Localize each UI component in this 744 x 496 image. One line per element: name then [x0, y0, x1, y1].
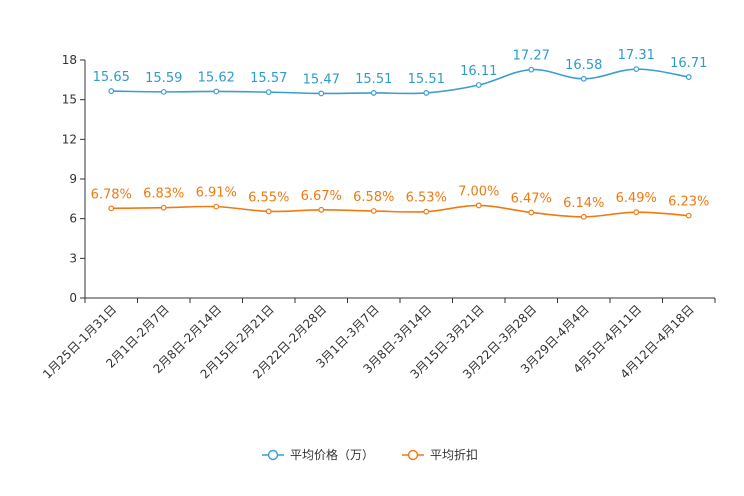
data-label: 6.14%: [563, 196, 604, 211]
data-point: [633, 209, 640, 216]
data-point: [475, 202, 482, 209]
y-tick-label: 12: [62, 132, 77, 146]
data-point: [370, 90, 377, 96]
data-point: [475, 82, 482, 88]
series-layer: 15.65 15.59 15.62 15.57 15.47 15.51 15.51 16.11…: [91, 48, 709, 220]
data-point: [528, 209, 535, 216]
data-label: 6.78%: [91, 187, 132, 202]
legend-label: 平均价格（万）: [290, 447, 374, 462]
data-label: 6.91%: [196, 186, 237, 201]
data-point: [685, 212, 692, 219]
y-tick-label: 18: [62, 53, 77, 67]
legend[interactable]: 平均价格（万） 平均折扣: [262, 447, 478, 462]
data-label: 15.57: [250, 71, 287, 86]
data-point: [213, 88, 220, 95]
data-point: [685, 74, 692, 80]
data-label: 6.53%: [406, 191, 447, 206]
data-point: [423, 208, 430, 215]
data-point: [580, 75, 587, 82]
data-point: [160, 204, 167, 211]
data-label: 6.67%: [301, 189, 342, 204]
data-point: [213, 203, 220, 210]
data-point: [160, 88, 167, 95]
legend-item-avg-price[interactable]: 平均价格（万）: [262, 447, 374, 462]
data-label: 16.71: [670, 56, 707, 71]
data-label: 7.00%: [458, 184, 499, 199]
series-avg-price: 15.65 15.59 15.62 15.57 15.47 15.51 15.51 16.11…: [93, 48, 707, 97]
data-point: [318, 206, 325, 213]
data-point: [633, 66, 640, 73]
data-label: 15.47: [303, 72, 340, 87]
data-label: 17.31: [618, 48, 655, 63]
data-label: 6.83%: [143, 187, 184, 202]
data-label: 6.47%: [511, 191, 552, 206]
data-point: [370, 208, 377, 214]
data-point: [318, 90, 325, 97]
data-label: 15.51: [408, 72, 445, 87]
data-label: 15.65: [93, 70, 130, 85]
y-tick-label: 15: [62, 93, 77, 107]
data-label: 6.58%: [353, 190, 394, 205]
data-point: [108, 205, 115, 212]
data-label: 6.55%: [248, 190, 289, 205]
y-tick-label: 9: [69, 172, 77, 186]
data-label: 6.23%: [668, 195, 709, 210]
series-line: [111, 68, 689, 95]
data-label: 15.51: [355, 72, 392, 87]
data-point: [423, 90, 430, 96]
legend-label: 平均折扣: [430, 447, 478, 462]
data-label: 16.58: [565, 58, 602, 73]
y-tick-label: 3: [69, 251, 77, 265]
data-label: 15.59: [145, 71, 182, 86]
data-point: [108, 88, 115, 94]
y-tick-label: 6: [69, 212, 77, 226]
y-axis-ticks: 0 3 6 9 12 15 18: [62, 53, 85, 305]
data-label: 6.49%: [616, 191, 657, 206]
data-label: 17.27: [513, 49, 550, 64]
series-avg-discount: 6.78% 6.83% 6.91% 6.55% 6.67% 6.58% 6.53% 7.00%…: [91, 184, 709, 220]
y-tick-label: 0: [69, 291, 77, 305]
data-label: 15.62: [198, 70, 235, 85]
x-axis-ticks: 1月25日-1月31日2月1日-2月7日2月8日-2月14日2月15日-2月21…: [40, 298, 716, 382]
legend-marker-icon: [407, 449, 419, 461]
series-line: [111, 204, 689, 218]
data-point: [265, 89, 272, 96]
legend-item-avg-discount[interactable]: 平均折扣: [402, 447, 478, 462]
data-point: [580, 213, 587, 220]
legend-marker-icon: [267, 449, 279, 461]
x-tick-label: 1月25日-1月31日: [40, 302, 119, 381]
data-point: [528, 66, 535, 73]
axes: [84, 60, 715, 299]
data-label: 16.11: [460, 64, 497, 79]
data-point: [265, 208, 272, 215]
